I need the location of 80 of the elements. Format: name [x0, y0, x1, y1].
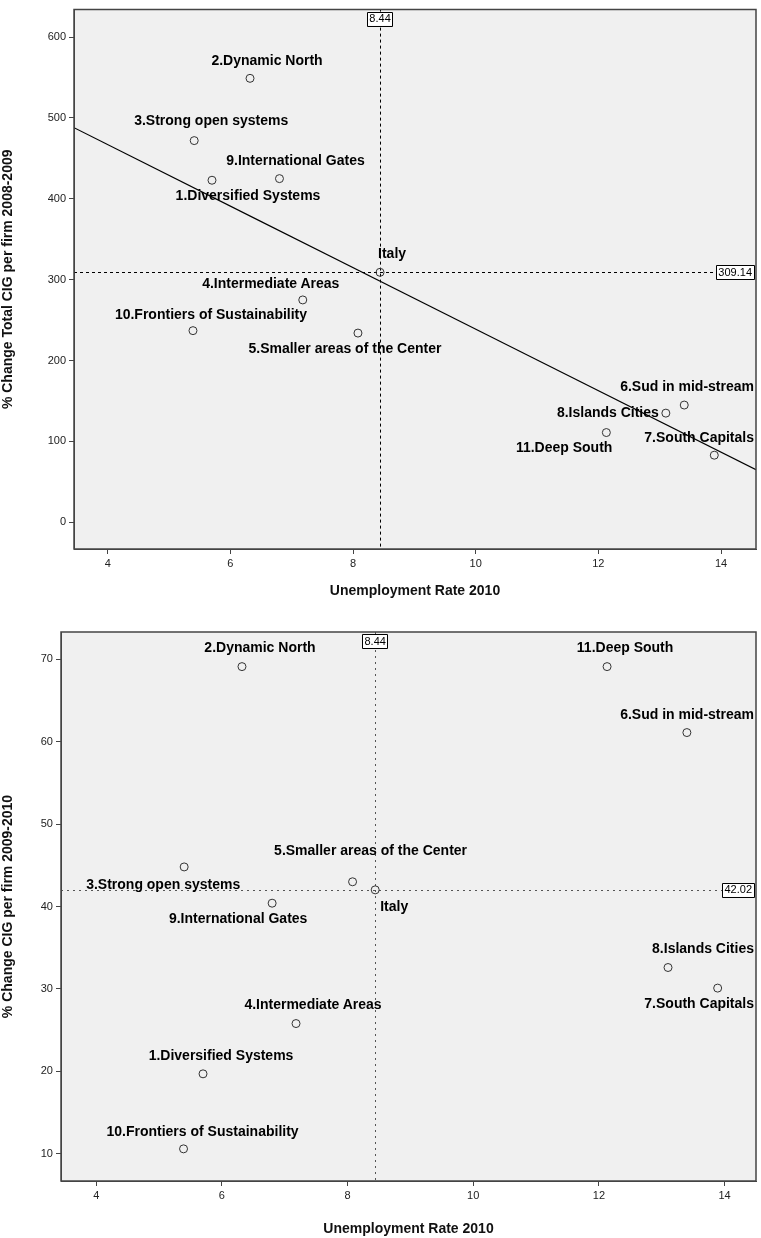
annotation: 5.Smaller areas of the Center [274, 841, 468, 858]
x-tick-label: 12 [592, 1188, 606, 1201]
x-axis-title: Unemployment Rate 2010 [323, 1220, 494, 1237]
y-tick-label: 30 [40, 981, 53, 994]
x-tick-label: 6 [227, 556, 234, 569]
point [189, 136, 199, 146]
x-tick-label: 14 [718, 1188, 731, 1201]
x-tick-label: 14 [714, 556, 728, 569]
x-tick-label: 6 [218, 1188, 225, 1201]
y-tick-label: 200 [47, 353, 66, 366]
x-axis-title: Unemployment Rate 2010 [329, 582, 501, 599]
y-tick-label: 500 [47, 111, 66, 123]
y-axis-title: % Change Total CIG per firm 2008-2009 [0, 149, 16, 410]
y-tick-label: 600 [47, 30, 66, 43]
y-tick-label: 0 [59, 515, 66, 528]
point [179, 1144, 189, 1154]
annotation: 1.Diversified Systems [148, 1046, 294, 1063]
annotation: 2.Dynamic North [204, 639, 316, 656]
point [709, 450, 719, 460]
point [370, 885, 380, 895]
point [188, 326, 198, 336]
point [713, 983, 723, 993]
ref-line-label: 42.02 [724, 883, 752, 896]
annotation: 10.Frontiers of Sustainability [114, 305, 308, 322]
y-tick-label: 300 [47, 272, 66, 285]
point [179, 862, 189, 872]
point [375, 267, 385, 277]
point [348, 877, 358, 887]
point [679, 400, 689, 410]
ref-line-label: 309.14 [718, 265, 753, 278]
y-tick-label: 100 [47, 434, 66, 447]
annotation: 10.Frontiers of Sustainability [106, 1122, 299, 1139]
point [291, 1019, 301, 1029]
annotation: 4.Intermediate Areas [202, 274, 340, 291]
annotation: 2.Dynamic North [211, 52, 323, 69]
point [602, 662, 612, 672]
y-tick-label: 60 [40, 734, 53, 747]
annotation: 11.Deep South [576, 639, 674, 656]
x-tick-label: 8 [344, 1188, 351, 1201]
point [601, 428, 611, 438]
y-tick-label: 10 [40, 1146, 53, 1159]
point [682, 728, 692, 738]
y-tick-label: 50 [40, 817, 53, 830]
point [663, 963, 673, 972]
annotation: Italy [380, 897, 409, 914]
annotation: 5.Smaller areas of the Center [248, 339, 442, 356]
annotation: 4.Intermediate Areas [244, 996, 382, 1013]
annotation: 6.Sud in mid-stream [620, 377, 754, 394]
annotation: 11.Deep South [515, 439, 613, 456]
annotation: 3.Strong open systems [134, 112, 289, 129]
x-tick-label: 4 [104, 556, 111, 569]
ref-line-label: 8.44 [369, 12, 391, 25]
point [198, 1069, 208, 1079]
point [267, 898, 277, 908]
annotation: 9.International Gates [226, 152, 365, 169]
point [207, 175, 217, 185]
point [353, 328, 363, 338]
x-tick-label: 8 [349, 556, 357, 569]
y-axis-title: % Change CIG per firm 2009-2010 [0, 794, 16, 1019]
annotation: 8.Islands Cities [652, 940, 755, 957]
point [237, 662, 247, 672]
y-tick-label: 20 [40, 1064, 53, 1077]
annotation: 6.Sud in mid-stream [620, 706, 754, 723]
annotation: 9.International Gates [168, 910, 308, 927]
annotation: 7.South Capitals [644, 994, 755, 1011]
x-tick-label: 10 [467, 1188, 480, 1201]
y-tick-label: 70 [40, 652, 53, 665]
annotation: 3.Strong open systems [86, 875, 241, 892]
point [245, 73, 255, 83]
ref-line-label: 8.44 [364, 634, 386, 647]
y-tick-label: 40 [40, 899, 53, 912]
x-tick-label: 10 [469, 556, 482, 569]
point [298, 295, 308, 305]
x-tick-label: 12 [592, 556, 605, 569]
annotation: Italy [378, 245, 407, 262]
point [274, 174, 284, 184]
y-tick-label: 400 [47, 191, 66, 204]
x-tick-label: 4 [93, 1188, 100, 1201]
annotation: 7.South Capitals [644, 429, 755, 446]
point [661, 408, 671, 418]
